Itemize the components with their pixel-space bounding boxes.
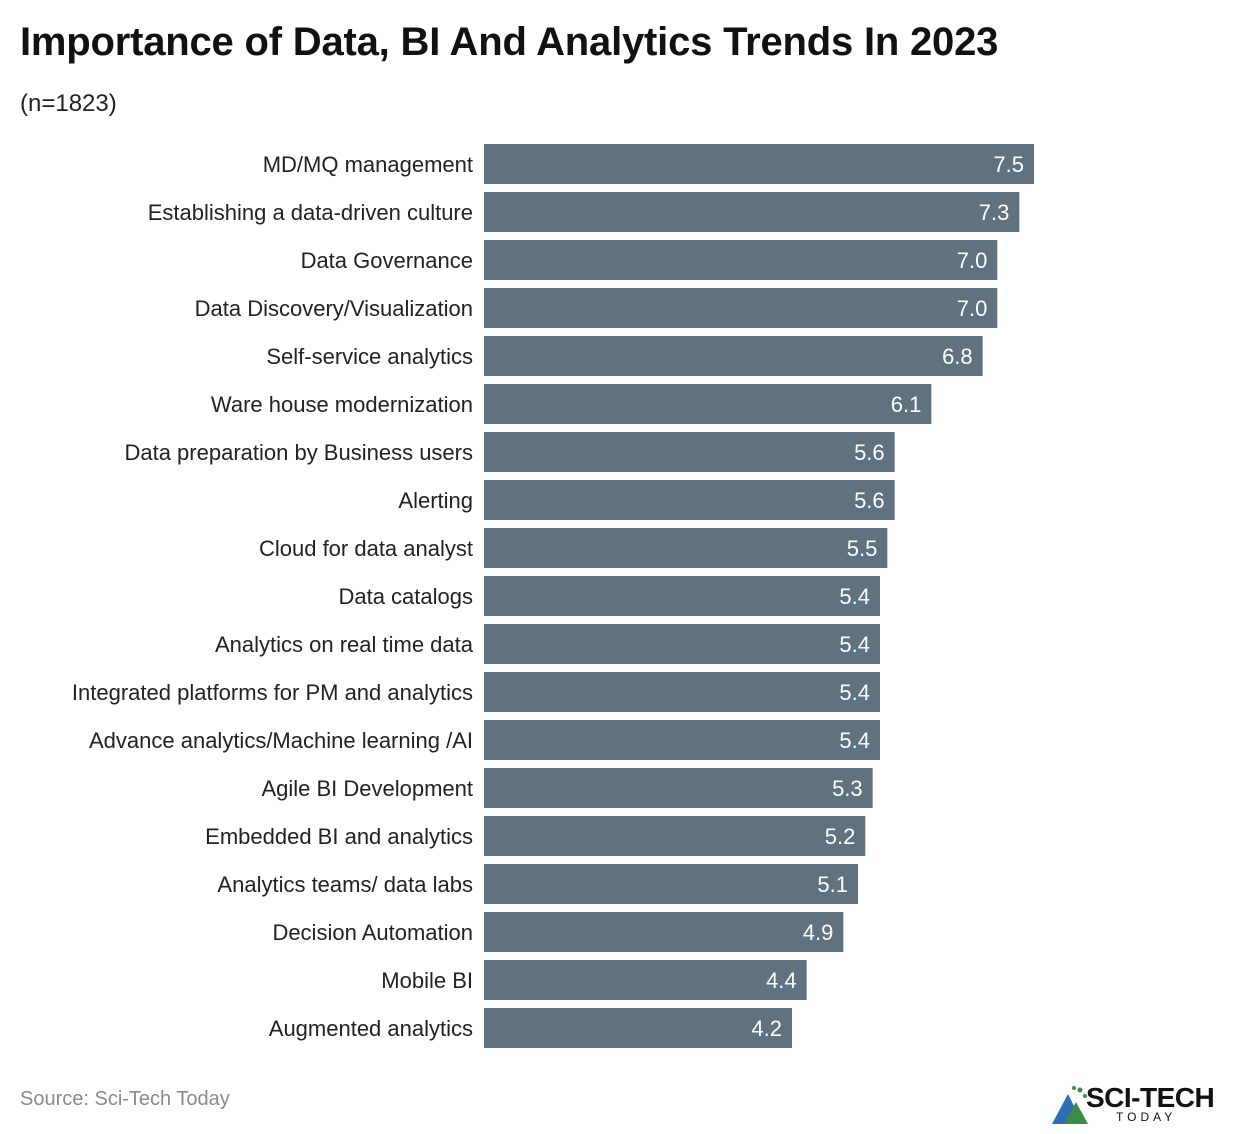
bar [484,816,866,856]
bar [484,576,880,616]
bar [484,960,807,1000]
bar [484,624,880,664]
bar-value-label: 7.0 [957,296,988,321]
category-label: Establishing a data-driven culture [148,200,473,225]
bar-chart: MD/MQ management 7.5 Establishing a data-d… [72,144,1034,1048]
bar-value-label: 5.4 [839,728,870,753]
chart-title: Importance of Data, BI And Analytics Tre… [20,20,999,64]
category-label: Augmented analytics [269,1016,473,1041]
bar-value-label: 5.3 [832,776,863,801]
bar [484,768,873,808]
category-label: Analytics on real time data [215,632,474,657]
bar-value-label: 5.1 [817,872,848,897]
chart-subtitle: (n=1823) [20,90,117,117]
bar [484,288,998,328]
bar-value-label: 4.9 [803,920,834,945]
bar-value-label: 5.4 [839,584,870,609]
bar [484,240,998,280]
bar [484,336,983,376]
bar [484,432,895,472]
bar-value-label: 5.2 [825,824,856,849]
bar [484,672,880,712]
bar [484,1008,792,1048]
bar [484,912,844,952]
logo-subtext: TODAY [1116,1110,1177,1124]
bar [484,192,1020,232]
source-note: Source: Sci-Tech Today [20,1088,230,1110]
category-label: Agile BI Development [261,776,473,801]
bar-value-label: 7.5 [993,152,1024,177]
category-label: MD/MQ management [263,152,473,177]
bar-value-label: 6.1 [891,392,922,417]
bar-value-label: 6.8 [942,344,973,369]
category-label: Data catalogs [338,584,473,609]
category-label: Embedded BI and analytics [205,824,473,849]
bar-value-label: 7.0 [957,248,988,273]
bar [484,720,880,760]
category-label: Advance analytics/Machine learning /AI [89,728,473,753]
category-label: Data Governance [301,248,473,273]
bar [484,384,932,424]
logo-mountain-icon [1052,1086,1088,1124]
bar-value-label: 5.4 [839,680,870,705]
category-label: Self-service analytics [266,344,473,369]
category-label: Ware house modernization [211,392,473,417]
bar-value-label: 5.5 [847,536,878,561]
bar-value-label: 4.2 [751,1016,782,1041]
bar [484,528,888,568]
bar [484,864,858,904]
bar-value-label: 5.6 [854,488,885,513]
bar-value-label: 5.6 [854,440,885,465]
bar-value-label: 7.3 [979,200,1010,225]
category-label: Alerting [398,488,473,513]
category-label: Integrated platforms for PM and analytic… [72,680,473,705]
category-label: Data Discovery/Visualization [195,296,473,321]
category-label: Cloud for data analyst [259,536,473,561]
category-label: Decision Automation [272,920,473,945]
logo-text: SCI-TECH [1086,1082,1215,1113]
bar [484,144,1034,184]
category-label: Mobile BI [381,968,473,993]
bar-value-label: 4.4 [766,968,797,993]
category-label: Data preparation by Business users [124,440,473,465]
sci-tech-logo: SCI-TECH TODAY [1050,1080,1230,1128]
bar-value-label: 5.4 [839,632,870,657]
bar [484,480,895,520]
category-label: Analytics teams/ data labs [217,872,473,897]
